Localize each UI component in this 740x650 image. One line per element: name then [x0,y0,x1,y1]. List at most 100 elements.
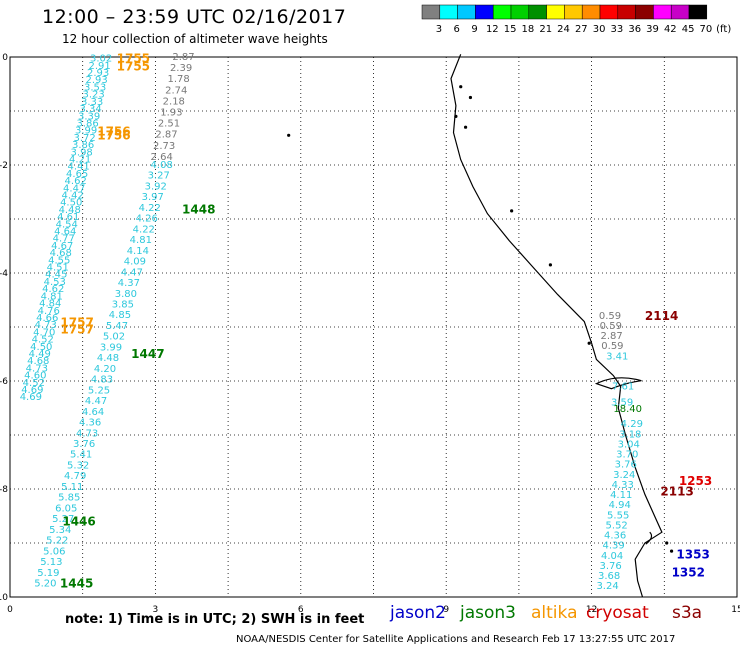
pass-time-label: 1755 [117,60,150,74]
legend-jason3: jason3 [460,603,516,623]
wave-height-label: 3.76 [599,561,621,572]
wave-height-label: 5.52 [606,520,628,531]
wave-height-label: 5.47 [106,321,128,332]
wave-height-label: 2.93 [85,75,107,86]
wave-height-label: 3.92 [145,181,167,192]
wave-height-label: 2.87 [172,52,194,63]
colorbar-legend: 3 6 9 12 15 18 21 24 27 30 33 36 39 42 45 70 (ft) [421,4,731,35]
island-dot [548,263,553,267]
wave-height-label: 5.20 [34,579,56,590]
wave-height-label: 4.85 [109,310,131,321]
legend-jason2: jason2 [390,603,446,623]
coastline [287,54,674,598]
wave-height-label: 4.67 [51,241,73,252]
colorbar-label: 12 [486,24,499,35]
x-tick-label: 9 [443,605,449,615]
island-dot [669,549,674,553]
wave-height-label: 5.02 [103,332,125,343]
pass-time-label: 1755 [117,52,150,66]
wave-height-label: 4.48 [97,353,119,364]
wave-height-label: 3.24 [596,581,618,592]
wave-height-label: 2.74 [165,85,187,96]
wave-height-label: 2.91 [88,61,110,72]
wave-height-label: 3.23 [82,90,104,101]
wave-height-label: 4.73 [35,320,57,331]
wave-height-label: 2.93 [87,68,109,79]
wave-height-label: 4.54 [56,219,78,230]
wave-height-label: 4.47 [63,183,85,194]
wave-height-label: 2.18 [163,96,185,107]
wave-height-label: 5.27 [52,514,74,525]
colorbar-label: (ft) [716,24,731,35]
island-dot [287,133,291,137]
wave-height-label: 1.93 [160,108,182,119]
colorbar-swatch [670,4,690,20]
wave-height-label: 3.86 [77,118,99,129]
coastline-path [450,54,663,598]
colorbar-label: 24 [557,24,570,35]
wave-height-tracks: 3.022.912.932.933.533.233.333.343.393.86… [20,52,643,592]
wave-height-label: 4.26 [136,214,158,225]
wave-height-label: 4.61 [57,212,79,223]
wave-height-label: 4.11 [610,490,632,501]
colorbar-swatch [653,4,672,20]
wave-height-label: 5.41 [70,450,92,461]
wave-height-label: 4.21 [69,154,91,165]
footer-credit: NOAA/NESDIS Center for Satellite Applica… [236,634,676,645]
island-dot [665,541,669,545]
wave-height-label: 4.50 [30,342,52,353]
wave-height-label: 2.39 [170,63,192,74]
wave-height-label: 4.62 [42,284,64,295]
wave-height-label: 3.72 [74,133,96,144]
wave-height-label: 4.52 [23,378,45,389]
wave-height-label: 4.36 [79,418,101,429]
wave-height-label: 4.77 [53,234,75,245]
pass-time-label: 18.40 [613,404,642,415]
wave-height-label: 4.04 [601,551,623,562]
wave-height-label: 4.39 [603,541,625,552]
pass-time-label: 1447 [131,347,164,361]
colorbar-label: 36 [628,24,641,35]
wave-height-label: 4.62 [65,176,87,187]
axis-ticks: 0 3 6 9 12 15 0 -2 -4 -6 -8 -10 [0,53,740,615]
wave-height-label: 3.80 [115,289,137,300]
wave-height-label: 2.64 [151,152,173,163]
wave-height-label: 1.78 [168,74,190,85]
wave-height-label: 3.41 [606,352,628,363]
colorbar-label: 33 [611,24,624,35]
colorbar-swatch [635,4,654,20]
colorbar-swatch [528,4,547,20]
wave-height-label: 4.79 [64,471,86,482]
island-dot [454,114,458,118]
wave-height-label: 3.99 [100,342,122,353]
wave-height-label: 4.45 [45,270,67,281]
wave-height-label: 3.27 [148,171,170,182]
wave-height-label: 5.32 [67,460,89,471]
wave-height-label: 4.73 [26,363,48,374]
colorbar-swatch [581,4,601,20]
pass-time-label: 1756 [97,128,130,142]
colorbar-swatch [421,4,441,20]
wave-height-label: 4.65 [66,169,88,180]
colorbar-swatch [617,4,636,20]
wave-height-label: 5.55 [607,510,629,521]
wave-height-label: 4.52 [32,335,54,346]
wave-height-label: 3.59 [611,398,633,409]
wave-height-label: 5.13 [40,557,62,568]
wave-height-label: 5.22 [46,536,68,547]
wave-height-label: 4.33 [612,480,634,491]
wave-height-label: 4.55 [48,255,70,266]
wave-height-label: 4.68 [50,248,72,259]
legend-cryosat: cryosat [586,603,649,623]
wave-height-label: 4.76 [38,306,60,317]
island-dot [463,125,468,129]
wave-height-label: 3.76 [73,439,95,450]
colorbar-label: 30 [593,24,606,35]
x-tick-label: 6 [298,605,304,615]
y-tick-label: -6 [0,377,8,387]
wave-height-label: 4.69 [21,385,43,396]
colorbar-label: 3 [436,24,442,35]
wave-height-label: 3.33 [81,97,103,108]
wave-height-label: 5.25 [88,385,110,396]
wave-height-label: 3.98 [71,147,93,158]
